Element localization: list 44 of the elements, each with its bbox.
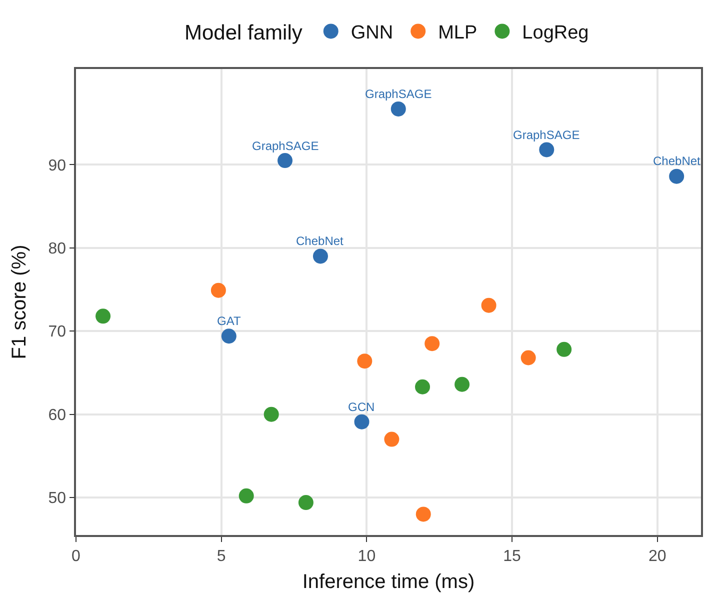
x-tick-label: 20 <box>648 548 666 565</box>
y-axis-title: F1 score (%) <box>8 244 30 360</box>
annotation: GCN <box>348 400 375 414</box>
point <box>520 350 536 366</box>
point <box>238 488 254 504</box>
legend-title: Model family <box>184 22 303 45</box>
x-tick-label: 0 <box>72 548 81 565</box>
annotation: ChebNet <box>296 234 344 248</box>
point <box>454 376 470 392</box>
y-tick-label: 70 <box>48 324 66 341</box>
annotation: ChebNet <box>653 154 702 168</box>
legend-label: MLP <box>438 22 478 44</box>
point <box>390 101 406 116</box>
point <box>539 142 554 158</box>
point <box>669 168 684 184</box>
point <box>221 328 236 344</box>
y-tick-label: 50 <box>48 490 66 508</box>
point <box>96 308 111 324</box>
x-tick-label: 10 <box>358 548 376 565</box>
y-tick-label: 60 <box>48 406 66 424</box>
point <box>416 506 431 522</box>
point <box>278 153 293 168</box>
point <box>415 379 430 394</box>
point <box>210 282 226 298</box>
point <box>298 495 314 510</box>
point <box>556 342 572 357</box>
y-tick-label: 90 <box>48 157 66 174</box>
legend-label: GNN <box>350 22 394 44</box>
point <box>264 406 279 422</box>
annotation: GAT <box>217 314 242 328</box>
point <box>354 414 370 430</box>
x-axis-title: Inference time (ms) <box>302 571 475 593</box>
point <box>424 336 440 352</box>
x-tick-label: 15 <box>503 548 522 565</box>
x-tick-label: 5 <box>216 548 226 565</box>
annotation: GraphSAGE <box>252 139 319 153</box>
point <box>357 354 372 369</box>
point <box>384 432 400 447</box>
legend-label: LogReg <box>522 22 589 44</box>
point <box>312 248 328 264</box>
y-tick-label: 80 <box>48 240 66 258</box>
annotation: GraphSAGE <box>365 87 432 101</box>
point <box>481 298 496 313</box>
annotation: GraphSAGE <box>513 128 580 142</box>
